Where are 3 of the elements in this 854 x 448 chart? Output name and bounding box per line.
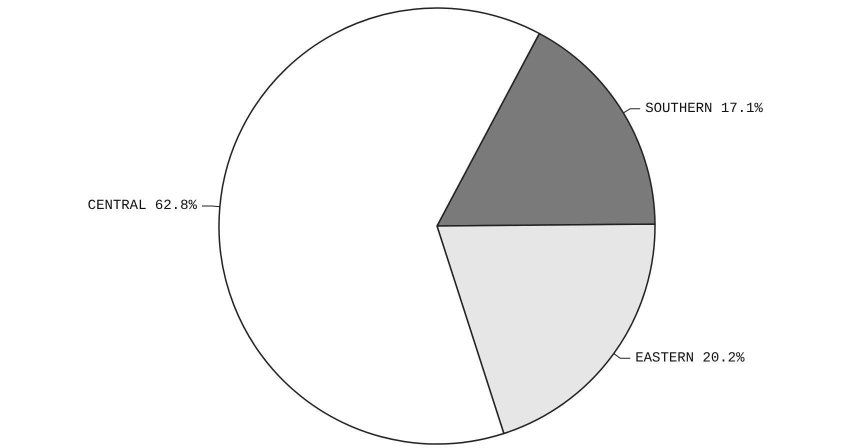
- slice-label: CENTRAL 62.8%: [88, 198, 198, 214]
- slice-label: SOUTHERN 17.1%: [645, 100, 764, 117]
- slice-label: EASTERN 20.2%: [635, 350, 746, 366]
